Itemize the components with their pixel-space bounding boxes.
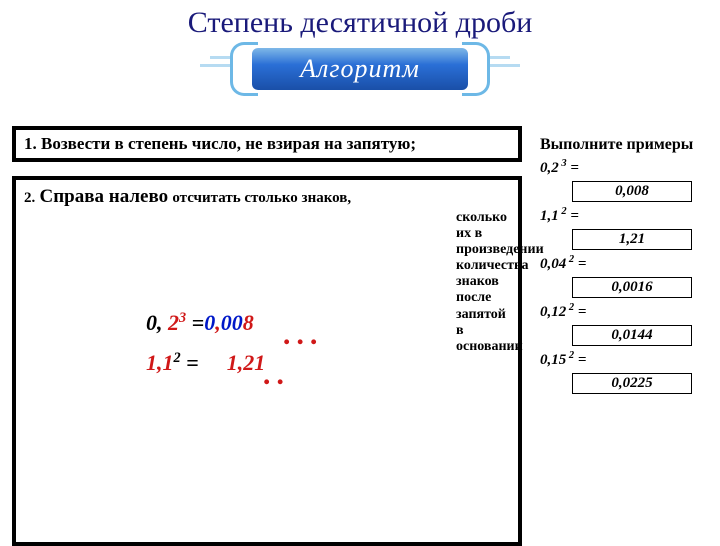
step-1-box: 1. Возвести в степень число, не взирая н… bbox=[12, 126, 522, 162]
frag: 1 bbox=[227, 350, 238, 376]
exercise-list: 0,2 3 = 0,008 1,1 2 = 1,21 0,04 2 = 0,0016 0,1… bbox=[540, 158, 712, 394]
frag: 2 bbox=[168, 310, 179, 336]
step-2-big: Справа налево bbox=[40, 186, 169, 207]
frag: 21 bbox=[243, 350, 265, 376]
exercise-row: 1,1 2 = 1,21 bbox=[540, 206, 712, 250]
frag: = bbox=[192, 310, 205, 336]
frag-sup: 2 bbox=[174, 350, 181, 367]
step-2-tail: сколько их в произведении количества зна… bbox=[456, 210, 512, 355]
frag: = bbox=[186, 350, 199, 376]
exercise-answer-box: 0,0225 bbox=[572, 373, 692, 394]
frag: 0, bbox=[146, 310, 163, 336]
worked-examples: 0, 2 3 =0,00 8 ... 1,12 = 1,21 .. bbox=[146, 310, 265, 384]
frag-sup: 3 bbox=[179, 310, 186, 327]
exercise-answer-box: 0,0016 bbox=[572, 277, 692, 298]
page-title: Степень десятичной дроби bbox=[0, 0, 720, 40]
left-column: 1. Возвести в степень число, не взирая н… bbox=[12, 126, 522, 546]
exercise-row: 0,2 3 = 0,008 bbox=[540, 158, 712, 202]
exercise-answer-box: 0,0144 bbox=[572, 325, 692, 346]
exercise-problem: 0,2 3 = bbox=[540, 158, 712, 177]
exercise-problem: 0,12 2 = bbox=[540, 302, 712, 321]
worked-line-1: 0, 2 3 =0,00 8 ... bbox=[146, 310, 265, 344]
exercise-row: 0,12 2 = 0,0144 bbox=[540, 302, 712, 346]
exercise-answer-box: 1,21 bbox=[572, 229, 692, 250]
worked-line-2: 1,12 = 1,21 .. bbox=[146, 350, 265, 384]
frag: 00 bbox=[221, 310, 243, 336]
frag: 8 bbox=[243, 310, 254, 336]
dots-1: ... bbox=[284, 330, 325, 340]
step-2-rest: отсчитать столько знаков, bbox=[172, 190, 351, 206]
frag: 0 bbox=[204, 310, 215, 336]
step-2-box: 2. Справа налево отсчитать столько знако… bbox=[12, 176, 522, 546]
exercise-row: 0,04 2 = 0,0016 bbox=[540, 254, 712, 298]
exercises-heading: Выполните примеры bbox=[540, 136, 712, 154]
algorithm-banner: Алгоритм bbox=[230, 42, 490, 96]
banner-text: Алгоритм bbox=[300, 54, 420, 84]
step-2-lead: 2. bbox=[24, 190, 35, 206]
exercise-problem: 0,04 2 = bbox=[540, 254, 712, 273]
frag: 1,1 bbox=[146, 350, 174, 376]
exercise-problem: 1,1 2 = bbox=[540, 206, 712, 225]
right-column: Выполните примеры 0,2 3 = 0,008 1,1 2 = 1,2… bbox=[540, 136, 712, 398]
exercise-answer-box: 0,008 bbox=[572, 181, 692, 202]
banner-mid: Алгоритм bbox=[252, 48, 468, 90]
exercise-row: 0,15 2 = 0,0225 bbox=[540, 350, 712, 394]
step-2-heading: 2. Справа налево отсчитать столько знако… bbox=[24, 186, 510, 208]
dots-2: .. bbox=[264, 370, 291, 380]
exercise-problem: 0,15 2 = bbox=[540, 350, 712, 369]
